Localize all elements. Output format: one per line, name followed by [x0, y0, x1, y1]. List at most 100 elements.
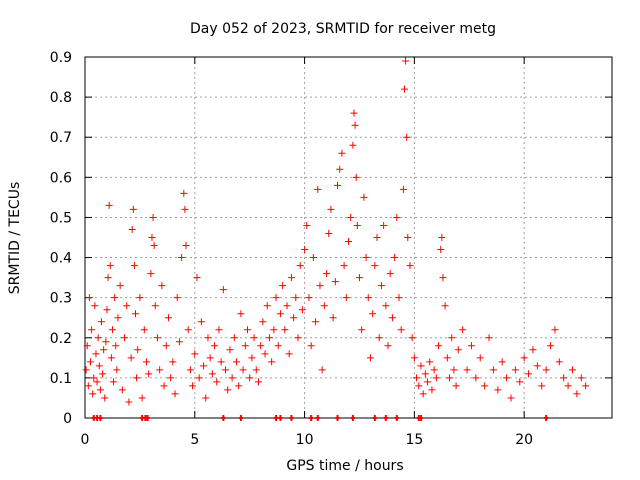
data-point [362, 254, 370, 262]
data-point [103, 306, 111, 314]
data-point [140, 326, 148, 334]
data-point [202, 394, 210, 402]
data-point [195, 374, 203, 382]
data-point [352, 173, 360, 181]
data-point [86, 358, 94, 366]
data-point [384, 342, 392, 350]
data-point [180, 189, 188, 197]
data-point [106, 262, 114, 270]
zero-value-point [309, 415, 314, 421]
data-point [186, 366, 194, 374]
data-point [93, 378, 101, 386]
data-point [290, 314, 298, 322]
data-point [364, 294, 372, 302]
data-point [301, 246, 309, 254]
data-point [498, 358, 506, 366]
data-point [158, 282, 166, 290]
data-point [96, 386, 104, 394]
data-point [261, 350, 269, 358]
data-point [215, 326, 223, 334]
data-point [243, 326, 251, 334]
zero-value-point [221, 415, 226, 421]
data-point [582, 382, 590, 390]
data-point [162, 342, 170, 350]
data-point [424, 378, 432, 386]
data-point [393, 213, 401, 221]
data-point [254, 378, 262, 386]
data-point [314, 185, 322, 193]
axis-ticks [84, 56, 612, 419]
data-point [555, 358, 563, 366]
data-point [283, 302, 291, 310]
data-point [248, 354, 256, 362]
y-axis-label: SRMTID / TECUs [7, 182, 23, 295]
data-point [110, 378, 118, 386]
data-point [432, 374, 440, 382]
data-point [369, 310, 377, 318]
data-point [259, 318, 267, 326]
baseline-marks [91, 415, 549, 421]
data-point [366, 354, 374, 362]
data-point [224, 386, 232, 394]
data-point [380, 221, 388, 229]
data-point [148, 234, 156, 241]
data-point [151, 302, 159, 310]
data-point [503, 374, 511, 382]
zero-value-point [394, 415, 399, 421]
data-point [169, 358, 177, 366]
data-point [404, 234, 412, 241]
data-point [136, 294, 144, 302]
data-point [426, 358, 434, 366]
y-tick-label: 0.4 [50, 251, 72, 267]
data-point [360, 193, 368, 201]
data-point [142, 358, 150, 366]
data-point [350, 109, 358, 117]
y-tick-label: 0.3 [50, 291, 72, 307]
y-tick-label: 0 [63, 411, 72, 427]
data-point [320, 302, 328, 310]
data-point [89, 390, 97, 398]
data-point [184, 326, 192, 334]
data-point [538, 382, 546, 390]
data-point [318, 366, 326, 374]
zero-value-point [278, 415, 283, 421]
data-point [413, 374, 421, 382]
data-point [421, 370, 429, 378]
data-point [450, 366, 458, 374]
data-point [303, 221, 311, 229]
data-point [164, 314, 172, 322]
data-point [228, 374, 236, 382]
y-tick-label: 0.7 [50, 130, 72, 146]
data-point [270, 326, 278, 334]
data-point [268, 358, 276, 366]
data-point [342, 294, 350, 302]
zero-value-point [418, 415, 423, 421]
x-tick-label: 0 [81, 432, 90, 448]
data-point [274, 342, 282, 350]
data-point [336, 165, 344, 173]
data-point [351, 121, 359, 129]
data-point [340, 262, 348, 270]
data-point [408, 334, 416, 342]
data-point [133, 374, 141, 382]
data-point [114, 314, 122, 322]
data-point [127, 354, 135, 362]
data-point [400, 85, 408, 93]
data-point [272, 294, 280, 302]
data-point [279, 282, 287, 290]
data-point [108, 326, 116, 334]
data-point [494, 386, 502, 394]
data-point [167, 374, 175, 382]
data-point [382, 302, 390, 310]
data-point [121, 334, 129, 342]
data-point [95, 362, 103, 370]
data-point [294, 334, 302, 342]
data-point [226, 346, 234, 354]
data-point [252, 366, 260, 374]
data-point [454, 346, 462, 354]
data-point [327, 205, 335, 213]
data-point [181, 205, 189, 213]
data-point [94, 334, 102, 342]
data-point [386, 270, 394, 278]
